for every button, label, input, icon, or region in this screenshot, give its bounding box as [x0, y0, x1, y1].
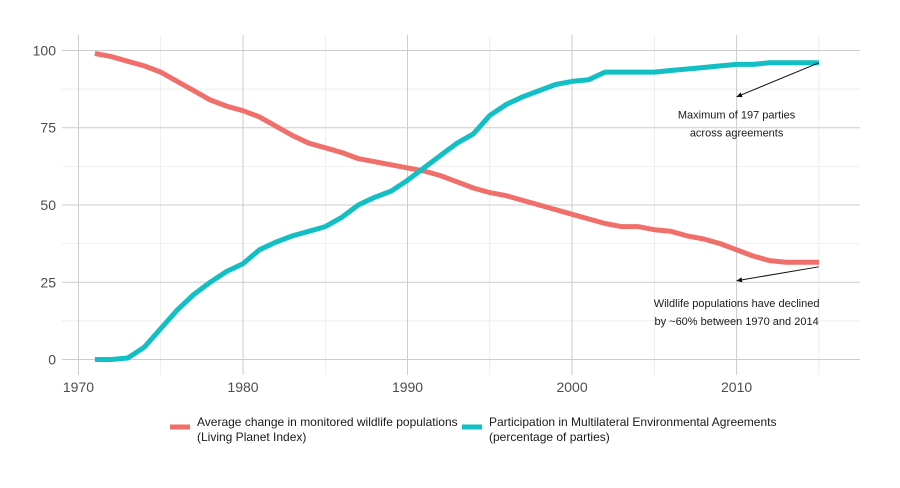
y-tick-label: 0: [48, 352, 56, 368]
annotation-arrowhead-decline: [736, 277, 743, 283]
y-tick-label: 50: [40, 197, 56, 213]
series-line-0: [94, 51, 819, 265]
annotation-text-decline: Wildlife populations have declined: [654, 298, 820, 310]
annotation-arrowhead-parties: [736, 92, 743, 98]
legend-label-wildlife-line2: (Living Planet Index): [197, 430, 306, 444]
grid: [62, 35, 860, 375]
axis-tick-labels: 1970 1980 1990 2000 2010 0 25 50 75 100: [33, 42, 753, 395]
annotation-arrow-decline: [736, 266, 819, 282]
annotation-text-decline-line2: by ~60% between 1970 and 2014: [654, 316, 818, 328]
annotation-text-parties-line2: across agreements: [690, 127, 784, 139]
x-tick-label: 1990: [392, 379, 423, 395]
y-tick-label: 25: [40, 274, 56, 290]
legend-label-mea: Participation in Multilateral Environmen…: [489, 415, 776, 429]
annotations: Maximum of 197 parties across agreements W…: [654, 62, 820, 328]
y-tick-label: 75: [40, 120, 56, 136]
annotation-arrow-parties: [736, 62, 820, 98]
legend-label-wildlife: Average change in monitored wildlife pop…: [197, 415, 458, 429]
x-tick-label: 2010: [721, 379, 752, 395]
x-tick-label: 2000: [556, 379, 587, 395]
y-tick-label: 100: [33, 42, 57, 58]
series-lines: [94, 51, 819, 362]
annotation-text-parties: Maximum of 197 parties: [678, 109, 796, 121]
series-line-1: [94, 60, 819, 362]
legend: Average change in monitored wildlife pop…: [170, 415, 776, 444]
legend-label-mea-line2: (percentage of parties): [489, 430, 610, 444]
x-tick-label: 1980: [227, 379, 258, 395]
x-tick-label: 1970: [63, 379, 94, 395]
